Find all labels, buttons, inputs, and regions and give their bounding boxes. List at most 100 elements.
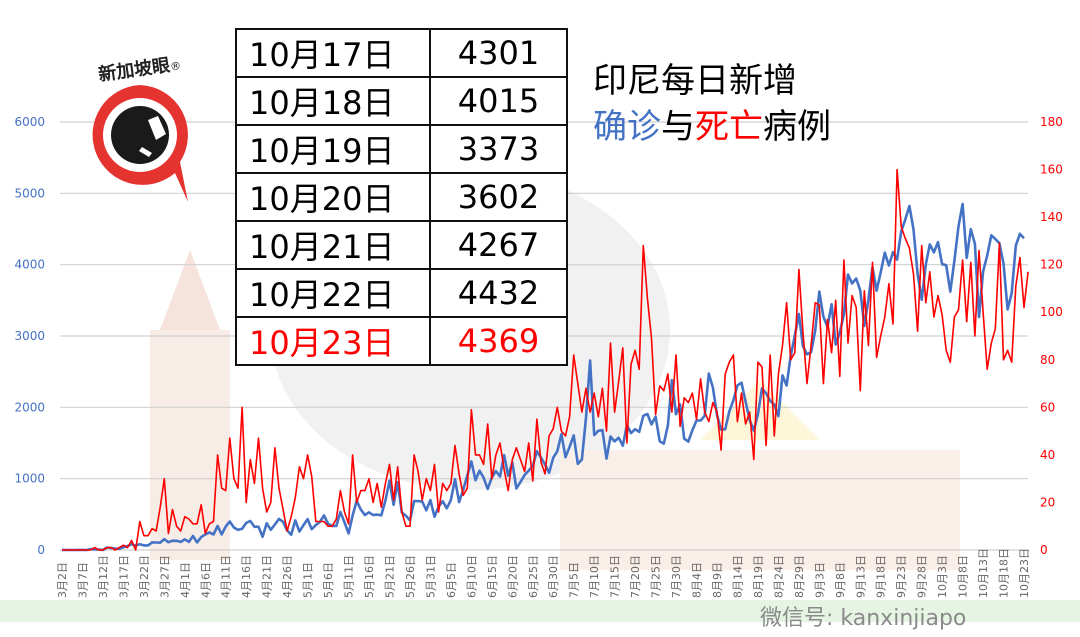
x-tick-label: 3月2日: [56, 562, 69, 598]
value-cell: 4015: [429, 76, 568, 126]
series-lines: [61, 168, 1029, 552]
table-row: 10月21日 4267: [235, 220, 568, 270]
title-line1: 印尼每日新增: [593, 61, 797, 101]
x-tick-label: 8月29日: [793, 555, 806, 598]
date-cell: 10月22日: [235, 268, 431, 318]
x-tick-label: 6月25日: [527, 555, 540, 598]
x-tick-label: 4月26日: [281, 555, 294, 598]
x-tick-label: 9月3日: [813, 562, 826, 598]
x-tick-label: 8月24日: [772, 555, 785, 598]
x-tick-label: 10月3日: [936, 555, 949, 598]
x-axis: 3月2日 3月7日 3月12日 3月17日 3月22日 3月27日 4月1日 4月6日 4月11…: [56, 548, 1031, 598]
left-tick-label: 2000: [14, 400, 45, 414]
right-tick-label: 60: [1040, 400, 1055, 414]
right-tick-label: 80: [1040, 353, 1055, 367]
x-tick-label: 6月15日: [486, 555, 499, 598]
title-suffix: 病例: [763, 107, 831, 147]
title-cases: 确诊: [593, 107, 661, 147]
table-row: 10月17日 4301: [235, 28, 568, 78]
x-tick-label: 4月1日: [179, 562, 192, 598]
right-tick-label: 160: [1040, 163, 1063, 177]
left-tick-label: 0: [37, 543, 45, 557]
x-tick-label: 9月13日: [854, 555, 867, 598]
x-tick-label: 7月25日: [650, 555, 663, 598]
x-tick-label: 7月15日: [609, 555, 622, 598]
table-row: 10月23日 4369: [235, 316, 568, 366]
x-tick-label: 7月5日: [568, 562, 581, 598]
x-tick-label: 10月13日: [977, 548, 990, 598]
date-cell: 10月17日: [235, 28, 431, 78]
right-tick-label: 140: [1040, 210, 1063, 224]
x-tick-label: 7月20日: [629, 555, 642, 598]
left-tick-label: 1000: [14, 472, 45, 486]
x-tick-label: 5月6日: [322, 562, 335, 598]
x-tick-label: 10月8日: [957, 555, 970, 598]
value-cell: 4267: [429, 220, 568, 270]
left-tick-label: 6000: [14, 115, 45, 129]
table-row: 10月18日 4015: [235, 76, 568, 126]
right-tick-label: 20: [1040, 495, 1055, 509]
value-cell: 4369: [429, 316, 568, 366]
right-tick-label: 120: [1040, 258, 1063, 272]
value-cell: 4432: [429, 268, 568, 318]
left-tick-label: 4000: [14, 258, 45, 272]
x-tick-label: 3月22日: [138, 555, 151, 598]
logo: 新加坡眼®: [80, 50, 200, 210]
date-cell: 10月21日: [235, 220, 431, 270]
value-cell: 3602: [429, 172, 568, 222]
x-tick-label: 5月26日: [404, 555, 417, 598]
x-tick-label: 9月18日: [875, 555, 888, 598]
x-tick-label: 5月31日: [424, 555, 437, 598]
table-row: 10月22日 4432: [235, 268, 568, 318]
date-cell: 10月20日: [235, 172, 431, 222]
date-cell: 10月23日: [235, 316, 431, 366]
eye-logo-icon: [92, 85, 188, 202]
x-tick-label: 7月30日: [670, 555, 683, 598]
x-tick-label: 7月10日: [588, 555, 601, 598]
x-tick-label: 3月12日: [97, 555, 110, 598]
x-tick-label: 3月7日: [76, 562, 89, 598]
date-cell: 10月19日: [235, 124, 431, 174]
x-tick-label: 3月17日: [117, 555, 130, 598]
left-tick-label: 5000: [14, 186, 45, 200]
x-tick-label: 8月14日: [731, 555, 744, 598]
x-tick-label: 5月16日: [363, 555, 376, 598]
x-tick-label: 5月1日: [302, 562, 315, 598]
right-axis: 0 20 40 60 80 100 120 140 160 180: [1040, 115, 1063, 557]
x-tick-label: 3月27日: [158, 555, 171, 598]
chart-title: 印尼每日新增 确诊与死亡病例: [593, 58, 831, 150]
x-tick-label: 10月23日: [1018, 548, 1031, 598]
x-tick-label: 5月11日: [343, 555, 356, 598]
x-tick-label: 6月30日: [547, 555, 560, 598]
right-tick-label: 180: [1040, 115, 1063, 129]
x-tick-label: 6月10日: [465, 555, 478, 598]
recent-cases-table: 10月17日 4301 10月18日 4015 10月19日 3373 10月20日 3602…: [235, 28, 568, 366]
x-tick-label: 5月21日: [383, 555, 396, 598]
deaths-line: [62, 168, 1029, 551]
title-deaths: 死亡: [695, 107, 763, 147]
table-row: 10月19日 3373: [235, 124, 568, 174]
x-tick-label: 8月9日: [711, 562, 724, 598]
right-tick-label: 0: [1040, 543, 1048, 557]
x-tick-label: 4月16日: [240, 555, 253, 598]
watermark: 微信号: kanxinjiapo: [760, 606, 967, 631]
x-tick-label: 8月19日: [752, 555, 765, 598]
x-tick-label: 4月21日: [261, 555, 274, 598]
table-row: 10月20日 3602: [235, 172, 568, 222]
x-tick-label: 10月18日: [998, 548, 1011, 598]
x-tick-label: 6月5日: [445, 562, 458, 598]
value-cell: 3373: [429, 124, 568, 174]
x-tick-label: 9月8日: [834, 562, 847, 598]
x-tick-label: 9月23日: [895, 555, 908, 598]
value-cell: 4301: [429, 28, 568, 78]
x-tick-label: 4月11日: [220, 555, 233, 598]
x-tick-label: 6月20日: [506, 555, 519, 598]
date-cell: 10月18日: [235, 76, 431, 126]
right-tick-label: 40: [1040, 448, 1055, 462]
x-tick-label: 8月4日: [691, 562, 704, 598]
left-tick-label: 3000: [14, 329, 45, 343]
right-tick-label: 100: [1040, 305, 1063, 319]
x-tick-label: 4月6日: [199, 562, 212, 598]
x-tick-label: 9月28日: [916, 555, 929, 598]
title-line2: 确诊与死亡病例: [593, 104, 831, 150]
